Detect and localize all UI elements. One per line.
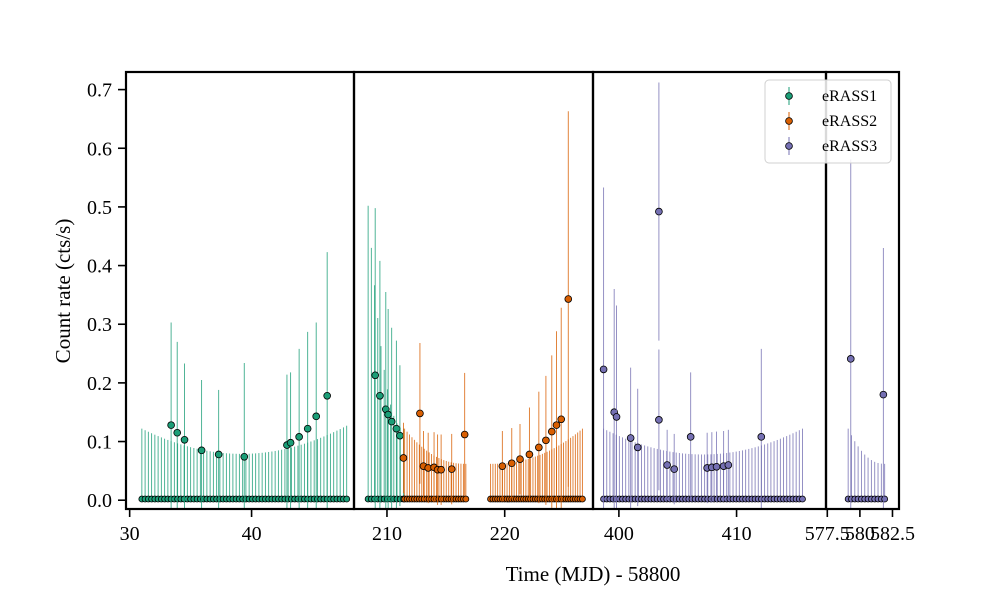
y-tick-label: 0.0 [87, 490, 112, 512]
data-point [542, 436, 550, 445]
data-point [197, 446, 206, 455]
data-point [240, 452, 249, 461]
data-point [214, 450, 223, 459]
legend-label: eRASS1 [822, 88, 877, 105]
data-point [447, 465, 456, 473]
panel-1-marks [138, 252, 351, 509]
x-tick-label: 210 [372, 523, 402, 545]
data-point [686, 433, 695, 441]
data-point [303, 424, 312, 433]
y-tick-label: 0.5 [87, 197, 112, 219]
data-point [376, 391, 384, 400]
legend-label: eRASS3 [822, 138, 877, 155]
data-point [460, 430, 469, 439]
y-tick-label: 0.7 [87, 80, 112, 102]
x-tick-label: 400 [604, 523, 634, 545]
data-point [525, 450, 534, 459]
data-point [437, 465, 445, 474]
data-point [599, 365, 608, 374]
panel-4-frame [824, 70, 901, 511]
data-point [579, 495, 586, 503]
data-point [724, 461, 733, 469]
data-point [633, 443, 642, 452]
data-point [564, 295, 573, 303]
panel-1-frame [124, 70, 356, 511]
y-tick-label: 0.4 [87, 256, 112, 278]
data-point [535, 443, 543, 452]
panel-2-marks [364, 111, 586, 509]
data-point [462, 495, 470, 503]
data-point [655, 416, 663, 424]
y-tick-label: 0.1 [87, 432, 112, 454]
data-point [167, 421, 175, 429]
data-point [655, 207, 663, 216]
legend-marker [785, 117, 793, 125]
x-tick-label: 410 [722, 523, 752, 545]
panel-2-frame [352, 70, 595, 511]
legend-marker [785, 92, 793, 100]
panel-4-marks [844, 159, 889, 509]
y-axis-label: Count rate (cts/s) [51, 219, 75, 364]
data-point [626, 434, 635, 442]
y-tick-label: 0.3 [87, 314, 112, 336]
data-point [663, 461, 671, 469]
data-point [547, 427, 556, 436]
data-point [392, 424, 401, 433]
y-tick-label: 0.2 [87, 373, 112, 395]
data-point [757, 433, 766, 441]
x-axis-label: Time (MJD) - 58800 [506, 562, 681, 586]
data-point [712, 462, 721, 471]
data-point [799, 495, 806, 503]
legend: eRASS1 eRASS2 eRASS3 [764, 79, 892, 164]
data-point [387, 417, 396, 426]
x-tick-label: 577.5 [805, 523, 850, 545]
data-point [881, 495, 889, 503]
data-point [323, 391, 331, 400]
panel-3-marks [599, 82, 806, 509]
data-marks [138, 82, 889, 509]
data-point [612, 413, 621, 421]
data-point [384, 410, 392, 419]
data-point [846, 355, 855, 363]
data-point [498, 462, 507, 470]
x-tick-label: 40 [242, 523, 262, 545]
data-point [507, 459, 516, 468]
data-point [416, 409, 424, 418]
data-point [180, 435, 189, 444]
legend-box [764, 79, 892, 164]
x-tick-label: 220 [490, 523, 520, 545]
data-point [312, 412, 321, 421]
data-point [552, 421, 561, 429]
data-point [396, 431, 404, 440]
data-point [173, 428, 182, 437]
x-tick-label: 580 [845, 523, 875, 545]
y-tick-label: 0.6 [87, 138, 112, 160]
data-point [286, 438, 295, 447]
data-point [295, 433, 303, 441]
legend-marker [785, 142, 793, 150]
data-point [670, 465, 678, 473]
legend-label: eRASS2 [822, 113, 877, 130]
x-tick-label: 582.5 [870, 523, 915, 545]
x-tick-label: 30 [120, 523, 140, 545]
data-point [371, 371, 379, 380]
data-point [557, 415, 566, 424]
data-point [343, 495, 351, 503]
data-point [516, 455, 524, 463]
data-point [399, 454, 408, 462]
data-point [879, 390, 888, 399]
